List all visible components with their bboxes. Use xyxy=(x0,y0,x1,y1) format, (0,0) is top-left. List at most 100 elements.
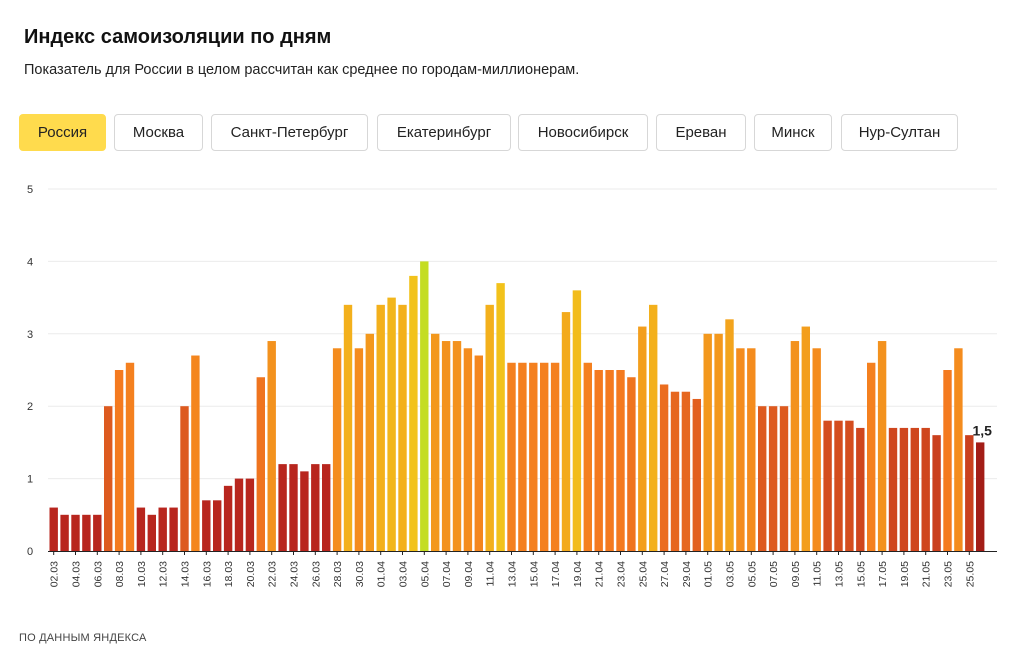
bar-18.03 xyxy=(223,485,233,551)
bar-03.03 xyxy=(60,514,69,551)
bar-02.05 xyxy=(714,333,723,551)
bar-14.04 xyxy=(518,362,527,551)
bar-27.03 xyxy=(322,464,331,551)
bar-26.03 xyxy=(311,464,320,551)
x-tick-label: 26.03 xyxy=(310,561,322,587)
x-tick-label: 05.05 xyxy=(746,561,758,587)
bar-10.05 xyxy=(801,326,810,551)
bar-07.05 xyxy=(768,406,778,551)
bar-24.03 xyxy=(289,464,298,551)
x-tick-label: 21.05 xyxy=(921,561,933,587)
x-tick-label: 15.05 xyxy=(855,561,867,587)
x-tick-label: 11.04 xyxy=(485,561,497,587)
x-tick-label: 23.04 xyxy=(616,561,628,587)
tab-moscow[interactable]: Москва xyxy=(114,114,203,151)
x-tick-label: 23.05 xyxy=(943,561,955,587)
bar-19.05 xyxy=(899,427,909,551)
bar-16.05 xyxy=(867,362,876,551)
bar-17.03 xyxy=(213,500,222,551)
bar-28.04 xyxy=(670,391,680,551)
bar-29.03 xyxy=(343,304,353,551)
bar-30.03 xyxy=(354,348,364,551)
bar-05.05 xyxy=(747,348,756,551)
x-tick-label: 01.04 xyxy=(376,561,388,587)
bar-09.05 xyxy=(790,341,800,551)
bar-13.03 xyxy=(169,507,178,551)
bar-01.04 xyxy=(376,304,385,551)
bar-17.04 xyxy=(550,362,560,551)
bar-28.03 xyxy=(332,348,342,551)
bar-24.04 xyxy=(627,377,636,551)
bar-12.04 xyxy=(496,283,505,551)
x-tick-label: 07.04 xyxy=(441,561,453,587)
x-tick-label: 08.03 xyxy=(114,561,126,587)
x-tick-label: 19.04 xyxy=(572,561,584,587)
bar-26.04 xyxy=(649,304,658,551)
x-tick-label: 24.03 xyxy=(289,561,301,587)
bar-02.04 xyxy=(387,297,396,551)
bar-21.04 xyxy=(594,370,603,551)
bar-20.03 xyxy=(245,478,255,551)
bar-13.04 xyxy=(507,362,516,551)
bar-22.04 xyxy=(605,370,614,551)
bar-11.05 xyxy=(812,348,821,551)
bar-15.05 xyxy=(856,427,865,551)
bar-18.04 xyxy=(561,312,571,551)
x-tick-label: 30.03 xyxy=(354,561,366,587)
tab-minsk[interactable]: Минск xyxy=(754,114,832,151)
x-tick-label: 21.04 xyxy=(594,561,606,587)
y-tick-label: 4 xyxy=(27,256,33,268)
bar-05.03 xyxy=(82,514,91,551)
bar-09.03 xyxy=(125,362,135,551)
bar-10.04 xyxy=(474,355,483,551)
bar-11.03 xyxy=(147,514,156,551)
y-tick-label: 3 xyxy=(27,329,33,341)
bar-14.05 xyxy=(845,420,854,551)
tab-russia[interactable]: Россия xyxy=(19,114,106,151)
tab-novosibirsk[interactable]: Новосибирск xyxy=(518,114,648,151)
bar-04.05 xyxy=(736,348,745,551)
x-tick-label: 02.03 xyxy=(49,561,61,587)
bar-23.03 xyxy=(278,464,287,551)
x-tick-label: 18.03 xyxy=(223,561,235,587)
tab-nur-sultan[interactable]: Нур-Султан xyxy=(841,114,958,151)
tab-yekaterinburg[interactable]: Екатеринбург xyxy=(377,114,511,151)
bar-08.04 xyxy=(452,341,462,551)
bar-13.05 xyxy=(834,420,843,551)
bar-29.04 xyxy=(681,391,691,551)
bar-12.03 xyxy=(158,507,167,551)
y-tick-label: 2 xyxy=(27,401,33,413)
x-tick-label: 06.03 xyxy=(92,561,104,587)
y-tick-label: 0 xyxy=(27,546,33,558)
x-tick-label: 20.03 xyxy=(245,561,257,587)
bar-10.03 xyxy=(136,507,146,551)
x-tick-label: 19.05 xyxy=(899,561,911,587)
bar-21.05 xyxy=(921,427,930,551)
x-tick-label: 13.04 xyxy=(507,561,519,587)
bar-08.03 xyxy=(114,370,124,551)
bar-02.03 xyxy=(49,507,58,551)
tab-yerevan[interactable]: Ереван xyxy=(656,114,746,151)
bar-04.03 xyxy=(71,514,80,551)
bar-06.04 xyxy=(431,333,440,551)
bar-05.04 xyxy=(420,261,429,551)
x-tick-label: 11.05 xyxy=(812,561,824,587)
bar-03.05 xyxy=(725,319,734,551)
x-tick-label: 15.04 xyxy=(528,561,540,587)
x-tick-label: 13.05 xyxy=(834,561,846,587)
bar-15.03 xyxy=(191,355,200,551)
bar-30.04 xyxy=(692,398,701,551)
bar-07.03 xyxy=(104,406,113,551)
bar-12.05 xyxy=(823,420,832,551)
x-tick-label: 03.04 xyxy=(398,561,410,587)
bar-27.04 xyxy=(659,384,669,551)
tab-saint-petersburg[interactable]: Санкт-Петербург xyxy=(211,114,368,151)
bar-03.04 xyxy=(398,304,407,551)
x-tick-label: 01.05 xyxy=(703,561,715,587)
bar-26.05 xyxy=(976,442,985,551)
data-source: ПО ДАННЫМ ЯНДЕКСА xyxy=(19,632,147,644)
bar-16.03 xyxy=(202,500,211,551)
bar-24.05 xyxy=(954,348,963,551)
x-tick-label: 27.04 xyxy=(659,561,671,587)
